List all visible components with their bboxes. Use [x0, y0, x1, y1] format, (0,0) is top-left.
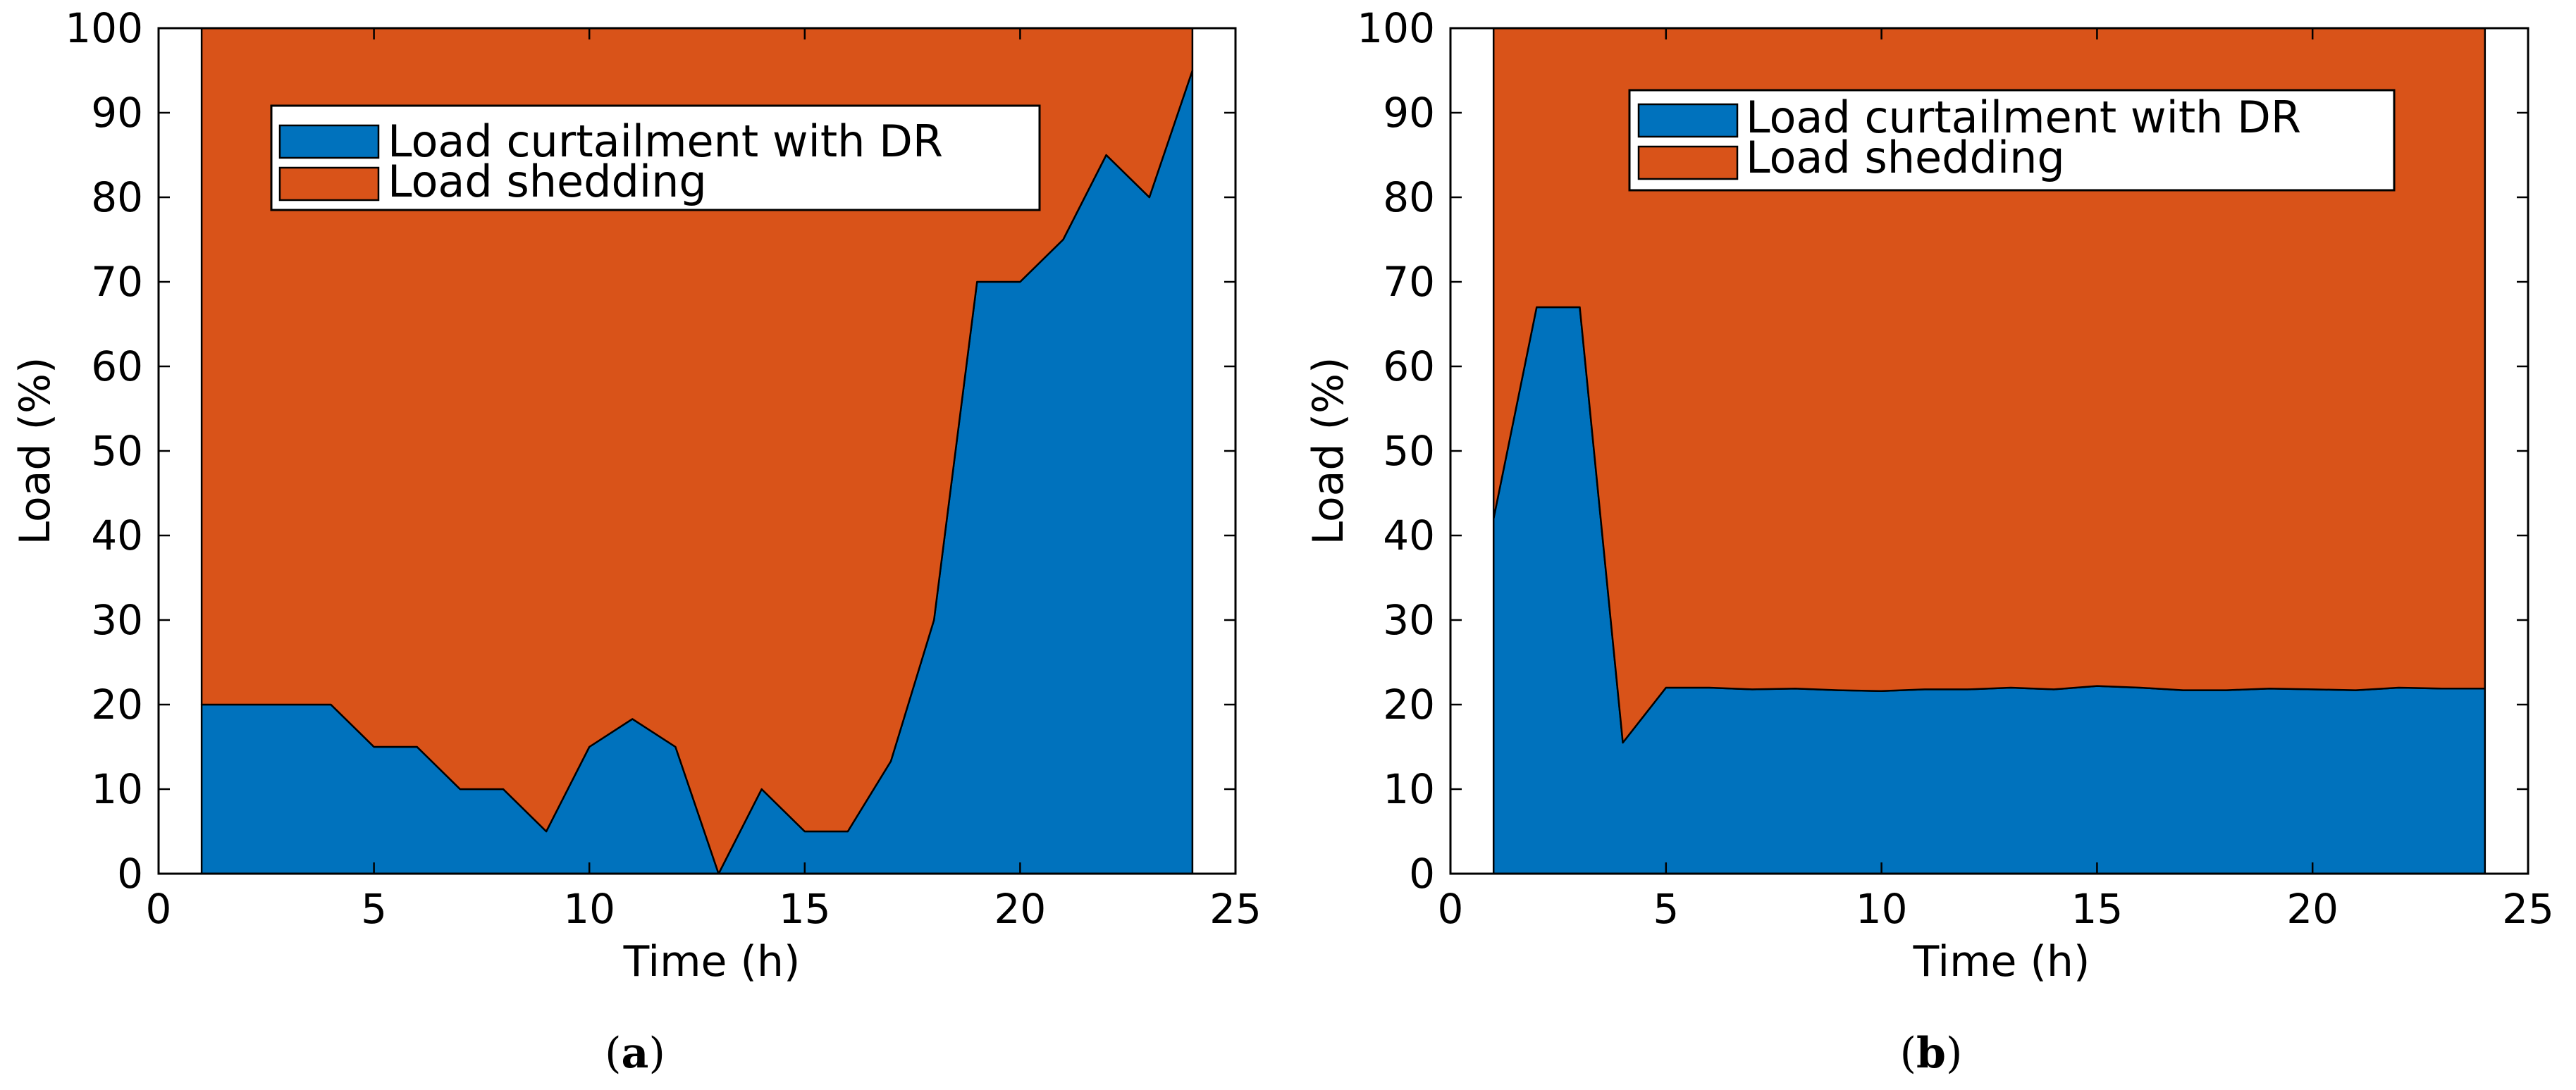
legend-swatch-shedding-a: [278, 166, 380, 202]
legend-swatch-curtailment-a: [278, 124, 380, 159]
caption-a: (a): [605, 1029, 665, 1078]
chart-a: 0 5 10 15 20 25 0 10 20 30 40 50 60 70 80 90 100 Time (…: [11, 4, 1262, 1078]
x-tick-label: 15: [2071, 885, 2123, 933]
y-tick-label: 100: [65, 4, 143, 52]
tick-layer-b: [1449, 27, 2529, 875]
x-tick-label: 0: [1438, 885, 1464, 933]
y-tick-label: 40: [91, 512, 143, 559]
caption-b: (b): [1900, 1029, 1963, 1078]
y-tick-label: 0: [117, 850, 143, 898]
y-tick-label: 60: [1383, 342, 1435, 390]
legend-swatch-shedding-b: [1637, 145, 1739, 180]
legend-b: Load curtailment with DR Load shedding: [1628, 89, 2396, 192]
y-tick-labels-b: 0 10 20 30 40 50 60 70 80 90 100: [1357, 4, 1435, 898]
x-tick-label: 10: [1856, 885, 1908, 933]
x-tick-label: 25: [1209, 885, 1262, 933]
y-tick-label: 10: [91, 765, 143, 813]
x-tick-label: 20: [2286, 885, 2338, 933]
legend-label-shedding-b: Load shedding: [1746, 132, 2065, 183]
legend-box-b: [1628, 89, 2396, 192]
y-tick-label: 60: [91, 342, 143, 390]
y-tick-labels-a: 0 10 20 30 40 50 60 70 80 90 100: [65, 4, 143, 898]
x-tick-label: 15: [779, 885, 831, 933]
y-tick-label: 10: [1383, 765, 1435, 813]
y-tick-label: 70: [91, 258, 143, 306]
y-tick-label: 30: [91, 596, 143, 644]
legend-label-curtailment-b: Load curtailment with DR: [1746, 92, 2301, 143]
y-tick-label: 90: [1383, 89, 1435, 137]
y-tick-label: 70: [1383, 258, 1435, 306]
y-axis-label-a: Load (%): [11, 357, 60, 545]
x-tick-label: 5: [361, 885, 387, 933]
x-tick-label: 10: [563, 885, 615, 933]
y-tick-label: 40: [1383, 512, 1435, 559]
y-tick-label: 90: [91, 89, 143, 137]
y-tick-label: 100: [1357, 4, 1435, 52]
y-tick-label: 50: [91, 427, 143, 475]
x-tick-label: 0: [146, 885, 172, 933]
x-tick-label: 5: [1653, 885, 1679, 933]
y-tick-label: 50: [1383, 427, 1435, 475]
y-tick-label: 80: [91, 173, 143, 221]
x-tick-labels-b: 0 5 10 15 20 25: [1438, 885, 2554, 933]
legend-label-shedding-a: Load shedding: [388, 156, 707, 207]
x-axis-label-a: Time (h): [623, 937, 801, 986]
y-axis-label-b: Load (%): [1304, 357, 1353, 545]
y-tick-label: 80: [1383, 173, 1435, 221]
x-tick-labels-a: 0 5 10 15 20 25: [146, 885, 1262, 933]
x-tick-label: 20: [994, 885, 1046, 933]
y-tick-label: 30: [1383, 596, 1435, 644]
legend-label-curtailment-a: Load curtailment with DR: [388, 116, 943, 167]
chart-b: 0 5 10 15 20 25 0 10 20 30 40 50 60 70 80 90 100 Time (…: [1304, 4, 2554, 1078]
legend-swatch-curtailment-b: [1637, 103, 1739, 138]
y-tick-label: 0: [1409, 850, 1435, 898]
x-tick-label: 25: [2502, 885, 2554, 933]
y-tick-label: 20: [1383, 681, 1435, 729]
legend-box-a: [270, 104, 1041, 211]
tick-layer-a: [157, 27, 1237, 875]
legend-a: Load curtailment with DR Load shedding: [270, 104, 1041, 211]
x-axis-label-b: Time (h): [1913, 937, 2090, 986]
y-tick-label: 20: [91, 681, 143, 729]
